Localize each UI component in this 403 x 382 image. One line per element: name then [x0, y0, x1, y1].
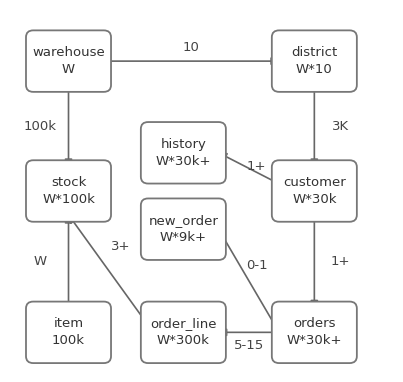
Text: order_line
W*300k: order_line W*300k: [150, 317, 217, 347]
Text: 10: 10: [183, 41, 200, 54]
Text: 1+: 1+: [331, 255, 350, 268]
Text: 1+: 1+: [246, 160, 266, 173]
FancyBboxPatch shape: [26, 31, 111, 92]
FancyBboxPatch shape: [141, 302, 226, 363]
Text: warehouse
W: warehouse W: [32, 46, 105, 76]
Text: 100k: 100k: [24, 120, 57, 133]
Text: 5-15: 5-15: [233, 339, 264, 352]
FancyBboxPatch shape: [26, 160, 111, 222]
Text: history
W*30k+: history W*30k+: [156, 138, 211, 168]
Text: orders
W*30k+: orders W*30k+: [287, 317, 342, 347]
FancyBboxPatch shape: [26, 302, 111, 363]
FancyBboxPatch shape: [141, 122, 226, 184]
Text: 3+: 3+: [111, 240, 131, 253]
FancyBboxPatch shape: [141, 198, 226, 260]
Text: customer
W*30k: customer W*30k: [283, 176, 346, 206]
FancyBboxPatch shape: [272, 160, 357, 222]
Text: stock
W*100k: stock W*100k: [42, 176, 95, 206]
Text: W: W: [34, 255, 47, 268]
Text: 3K: 3K: [332, 120, 349, 133]
FancyBboxPatch shape: [272, 31, 357, 92]
Text: new_order
W*9k+: new_order W*9k+: [148, 214, 218, 244]
Text: item
100k: item 100k: [52, 317, 85, 347]
Text: 0-1: 0-1: [246, 259, 268, 272]
FancyBboxPatch shape: [272, 302, 357, 363]
Text: district
W*10: district W*10: [291, 46, 337, 76]
